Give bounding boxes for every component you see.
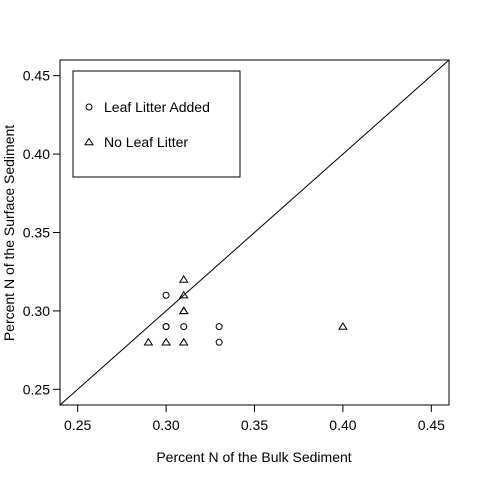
y-axis-title: Percent N of the Surface Sediment [1, 125, 17, 341]
legend-label: No Leaf Litter [104, 134, 188, 150]
x-tick-label: 0.30 [152, 417, 179, 433]
y-tick-label: 0.25 [23, 381, 50, 397]
x-tick-label: 0.25 [64, 417, 91, 433]
x-tick-label: 0.45 [418, 417, 445, 433]
x-tick-label: 0.40 [329, 417, 356, 433]
y-tick-label: 0.45 [23, 68, 50, 84]
x-tick-label: 0.35 [241, 417, 268, 433]
y-tick-label: 0.35 [23, 225, 50, 241]
legend-box [73, 71, 240, 177]
legend: Leaf Litter Added No Leaf Litter [73, 71, 240, 177]
y-tick-label: 0.40 [23, 146, 50, 162]
legend-label: Leaf Litter Added [104, 99, 210, 115]
y-tick-label: 0.30 [23, 303, 50, 319]
x-axis-title: Percent N of the Bulk Sediment [156, 449, 351, 465]
